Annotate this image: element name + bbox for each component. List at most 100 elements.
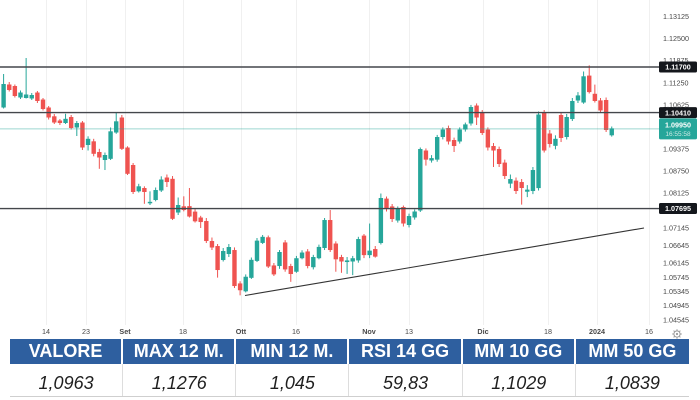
candle-body	[125, 147, 130, 174]
y-axis-label: 1.10625	[663, 100, 689, 109]
x-axis-label: Dic	[477, 327, 488, 336]
x-axis-label: Ott	[236, 327, 247, 336]
candle-body	[451, 140, 457, 147]
candle-body	[130, 165, 136, 192]
y-axis-label: 1.05345	[663, 287, 689, 296]
candle-body	[406, 216, 412, 226]
candle-body	[305, 251, 310, 267]
candle-body	[119, 117, 125, 149]
y-axis-label: 1.09375	[663, 145, 689, 154]
candle-body	[440, 129, 446, 138]
candle-body	[142, 188, 147, 192]
x-axis-label: 18	[544, 327, 552, 336]
current-price-badge	[659, 118, 697, 140]
candle-body	[136, 186, 141, 192]
candle-body	[519, 182, 524, 189]
candle-body	[468, 107, 474, 124]
candle-body	[271, 265, 277, 275]
candle-body	[587, 75, 592, 93]
price-level-badge	[659, 107, 697, 119]
candle-body	[339, 257, 344, 262]
candle-body	[288, 266, 293, 275]
candle-body	[159, 179, 164, 191]
x-axis-label: 16	[292, 327, 300, 336]
y-axis-label: 1.04945	[663, 301, 689, 310]
candle-body	[91, 141, 96, 154]
candle-body	[446, 127, 451, 142]
candle-body	[609, 128, 614, 136]
candle-body	[215, 246, 220, 271]
candle-body	[344, 260, 350, 263]
value-mm-50gg: 1,0839	[575, 364, 689, 396]
candle-body	[378, 198, 384, 244]
candle-body	[243, 276, 248, 292]
header-min-12m: MIN 12 M.	[236, 339, 350, 364]
candle-body	[429, 158, 434, 161]
candle-body	[474, 105, 479, 118]
header-mm-10gg: MM 10 GG	[462, 339, 576, 364]
candle-body	[401, 207, 406, 224]
candlestick-chart[interactable]: 1.13125 1.12500 1.11875 1.11250 1.10625 1.093…	[0, 0, 700, 338]
candle-body	[418, 149, 423, 211]
candle-body	[153, 190, 158, 201]
candle-body	[598, 100, 603, 111]
candle-body	[204, 221, 209, 242]
candle-body	[434, 137, 440, 160]
candle-body	[97, 151, 102, 158]
candle-body	[40, 99, 46, 110]
candle-body	[254, 240, 260, 261]
y-axis-label: 1.12500	[663, 34, 689, 43]
candle-body	[192, 211, 198, 222]
candle-body	[553, 138, 558, 146]
table-value-row: 1,0963 1,1276 1,045 59,83 1,1029 1,0839	[10, 364, 689, 397]
candle-body	[333, 243, 339, 260]
candle-body	[209, 241, 215, 248]
candle-body	[221, 251, 226, 261]
candles	[1, 57, 614, 296]
gear-icon[interactable]	[671, 327, 683, 339]
candle-body	[108, 131, 113, 159]
candle-body	[558, 114, 564, 139]
price-level-badge-label: 1.10410	[665, 108, 691, 117]
candle-body	[63, 118, 68, 124]
candle-body	[299, 252, 305, 259]
value-rsi-14gg: 59,83	[349, 364, 463, 396]
candle-body	[260, 236, 265, 243]
candle-body	[581, 76, 586, 103]
candle-body	[570, 101, 575, 120]
y-axis-label: 1.04545	[663, 315, 689, 324]
candle-body	[226, 247, 232, 255]
candle-body	[147, 201, 153, 204]
candle-body	[249, 259, 254, 278]
x-axis-label: 16	[645, 327, 653, 336]
header-max-12m: MAX 12 M.	[123, 339, 237, 364]
candle-body	[412, 211, 417, 218]
candle-body	[80, 122, 85, 148]
candle-body	[29, 94, 34, 99]
candle-body	[389, 206, 395, 220]
y-axis-label: 1.11250	[663, 78, 688, 87]
candle-body	[266, 237, 271, 267]
value-max-12m: 1,1276	[123, 364, 237, 396]
x-axis-label: Set	[119, 327, 131, 336]
candle-body	[316, 246, 322, 259]
candle-body	[373, 249, 378, 257]
header-valore: VALORE	[10, 339, 124, 364]
candle-body	[57, 120, 63, 124]
x-axis-label: 14	[42, 327, 50, 336]
candle-body	[232, 250, 237, 287]
candle-body	[294, 258, 299, 272]
candle-body	[496, 149, 502, 165]
candle-body	[367, 250, 372, 256]
price-level-badge	[659, 203, 697, 215]
x-axis-label: 13	[405, 327, 413, 336]
candle-body	[463, 124, 468, 130]
x-axis-label: 18	[179, 327, 187, 336]
price-level-badge-label: 1.11700	[665, 63, 691, 72]
candle-body	[102, 154, 108, 161]
candle-body	[480, 111, 485, 134]
candle-body	[7, 84, 12, 91]
trend-line[interactable]	[244, 227, 645, 297]
candle-body	[457, 129, 462, 142]
candle-body	[508, 179, 513, 184]
